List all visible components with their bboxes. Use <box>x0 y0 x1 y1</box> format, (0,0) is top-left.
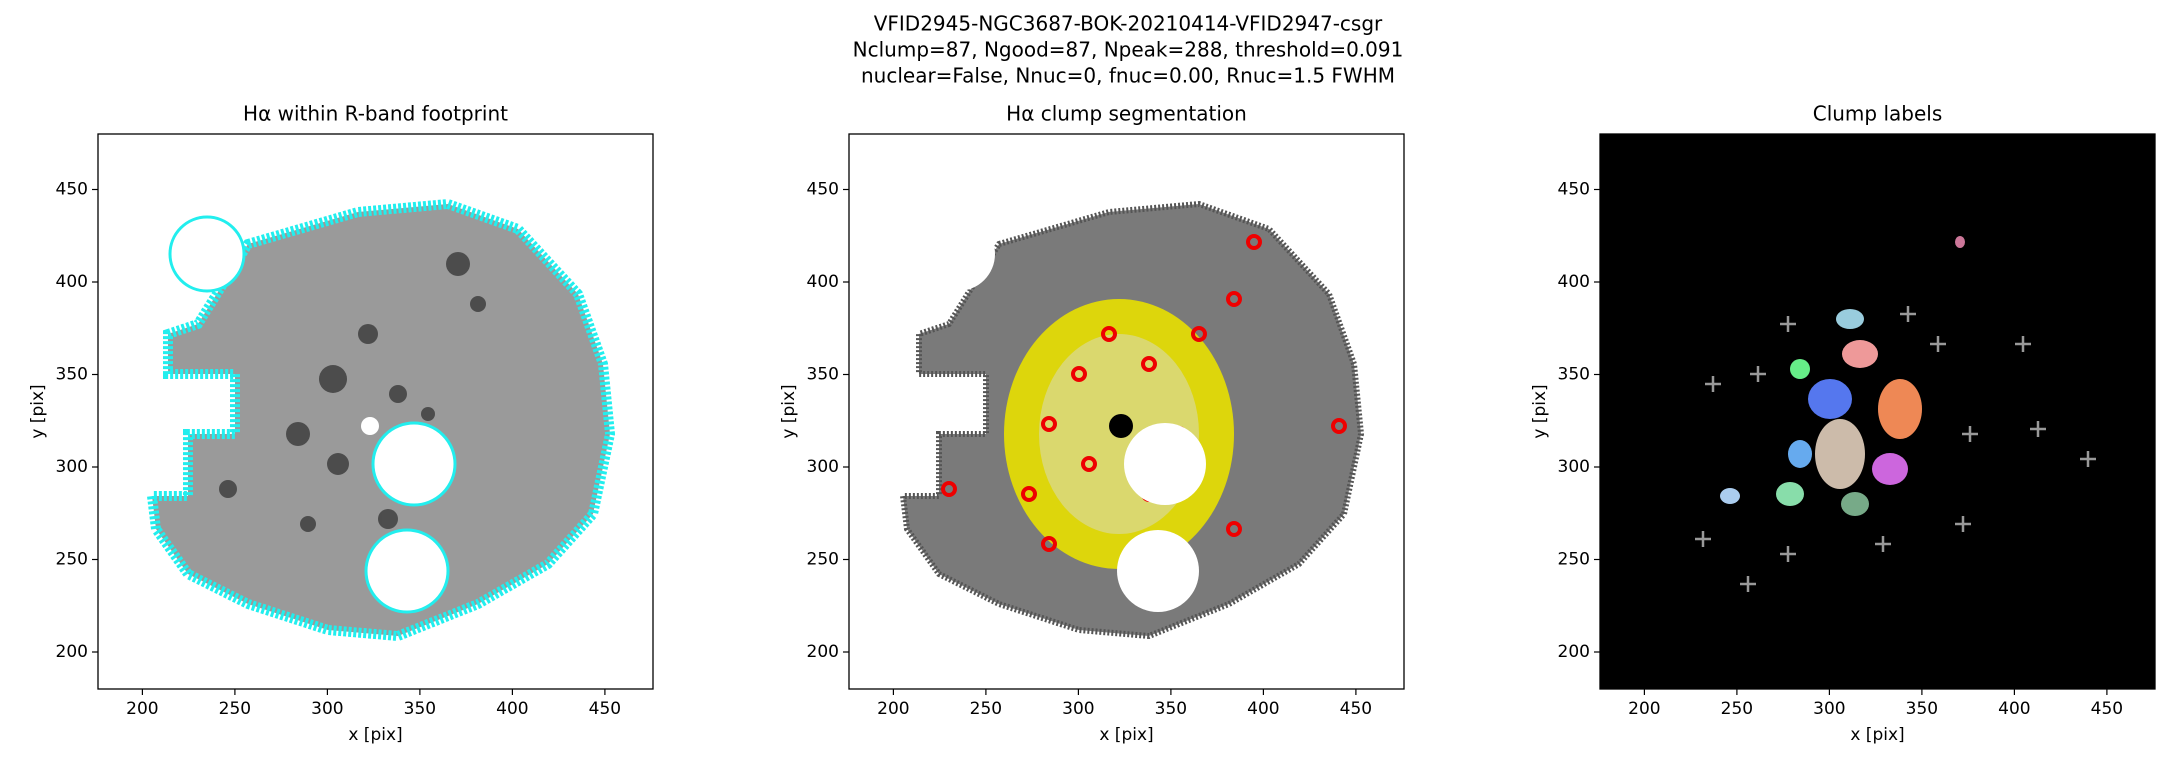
y-tick-label: 200 <box>56 642 88 662</box>
y-tick-label: 350 <box>56 365 88 385</box>
x-tick-label: 450 <box>589 699 621 719</box>
x-tick-label: 250 <box>1721 699 1753 719</box>
x-tick-label: 400 <box>1247 699 1279 719</box>
x-tick-label: 400 <box>1998 699 2030 719</box>
y-tick-label: 250 <box>56 550 88 570</box>
panel-title: Hα within R-band footprint <box>243 102 508 126</box>
x-axis-label: x [pix] <box>1850 725 1904 745</box>
x-axis-label: x [pix] <box>348 725 402 745</box>
panel-title: Clump labels <box>1813 102 1943 126</box>
y-tick-label: 200 <box>807 642 839 662</box>
suptitle: Nclump=87, Ngood=87, Npeak=288, threshol… <box>853 38 1404 62</box>
axes-frame <box>97 133 654 690</box>
image-panel-1 <box>152 204 610 636</box>
axes-frame <box>1599 133 2156 690</box>
y-tick-label: 300 <box>807 457 839 477</box>
y-tick-label: 300 <box>1558 457 1590 477</box>
x-tick-label: 300 <box>1062 699 1094 719</box>
x-axis-label: x [pix] <box>1099 725 1153 745</box>
image-panel-3 <box>1600 134 2155 689</box>
x-tick-label: 300 <box>311 699 343 719</box>
y-tick-label: 200 <box>1558 642 1590 662</box>
panel-title: Hα clump segmentation <box>1006 102 1247 126</box>
y-tick-label: 400 <box>56 272 88 292</box>
y-tick-label: 350 <box>807 365 839 385</box>
x-tick-label: 350 <box>404 699 436 719</box>
image-panel-2 <box>903 204 1361 636</box>
y-axis-label: y [pix] <box>1530 384 1550 438</box>
y-tick-label: 450 <box>807 180 839 200</box>
x-tick-label: 350 <box>1906 699 1938 719</box>
axes-frame <box>848 133 1405 690</box>
x-tick-label: 300 <box>1813 699 1845 719</box>
suptitle: nuclear=False, Nnuc=0, fnuc=0.00, Rnuc=1… <box>861 64 1395 88</box>
y-tick-label: 400 <box>807 272 839 292</box>
x-tick-label: 450 <box>2091 699 2123 719</box>
y-tick-label: 250 <box>807 550 839 570</box>
suptitle: VFID2945-NGC3687-BOK-20210414-VFID2947-c… <box>874 12 1383 36</box>
x-tick-label: 200 <box>126 699 158 719</box>
x-tick-label: 250 <box>970 699 1002 719</box>
x-tick-label: 200 <box>1628 699 1660 719</box>
x-tick-label: 400 <box>496 699 528 719</box>
x-tick-label: 450 <box>1340 699 1372 719</box>
y-tick-label: 350 <box>1558 365 1590 385</box>
y-tick-label: 300 <box>56 457 88 477</box>
x-tick-label: 250 <box>219 699 251 719</box>
y-axis-label: y [pix] <box>28 384 48 438</box>
y-axis-label: y [pix] <box>779 384 799 438</box>
y-tick-label: 400 <box>1558 272 1590 292</box>
y-tick-label: 450 <box>56 180 88 200</box>
y-tick-label: 450 <box>1558 180 1590 200</box>
x-tick-label: 200 <box>877 699 909 719</box>
x-tick-label: 350 <box>1155 699 1187 719</box>
y-tick-label: 250 <box>1558 550 1590 570</box>
